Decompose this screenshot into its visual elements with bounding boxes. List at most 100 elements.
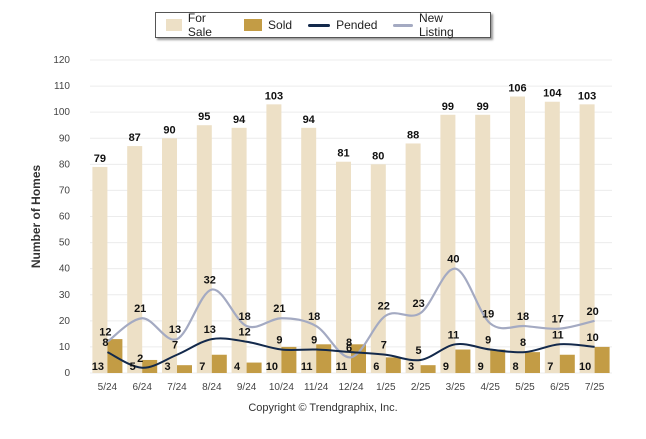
y-tick-label: 20 [59,316,71,327]
new-listing-label: 6 [346,342,352,354]
sold-label: 10 [266,361,278,373]
for-sale-bar [92,166,108,373]
for-sale-bar [266,104,282,373]
new-listing-label: 23 [412,298,424,310]
legend-item-pended: Pended [308,18,377,32]
y-tick-label: 100 [53,107,70,118]
for-sale-label: 94 [233,114,246,126]
x-tick-label: 7/24 [167,382,187,393]
y-tick-label: 0 [64,368,70,379]
legend-item-for-sale: For Sale [166,11,228,39]
new-listing-label: 18 [308,311,320,323]
sold-label: 6 [373,361,379,373]
for-sale-bar [127,146,143,373]
for-sale-label: 87 [129,132,141,144]
for-sale-label: 88 [407,129,419,141]
sold-bar [177,365,192,373]
for-sale-bar [405,143,421,373]
x-tick-label: 11/24 [304,382,329,393]
x-tick-label: 6/24 [132,382,152,393]
for-sale-bar [162,138,177,373]
sold-bar [559,354,575,373]
legend-item-new-listing: New Listing [393,11,474,39]
pended-label: 7 [172,340,178,352]
sold-label: 7 [199,361,205,373]
x-tick-label: 8/24 [202,382,222,393]
pended-label: 12 [238,327,250,339]
new-listing-label: 22 [378,301,390,313]
sold-label: 5 [130,361,136,373]
legend: For Sale Sold Pended New Listing [155,11,491,39]
sold-bar [281,346,297,373]
sold-bar [490,349,506,373]
for-sale-bar [336,161,351,373]
for-sale-label: 106 [508,83,526,95]
for-sale-bar [440,114,456,374]
for-sale-label: 94 [303,114,316,126]
y-tick-label: 30 [59,290,71,301]
y-tick-label: 60 [59,212,71,223]
new-listing-label: 19 [482,308,494,320]
y-tick-label: 70 [59,185,71,196]
for-sale-label: 80 [372,150,384,162]
x-tick-label: 7/25 [585,382,605,393]
sold-label: 7 [547,361,553,373]
copyright-text: Copyright © Trendgraphix, Inc. [248,402,398,414]
for-sale-bar [475,114,491,374]
pended-label: 8 [346,337,352,349]
new-listing-label: 18 [238,311,250,323]
sold-label: 9 [478,361,484,373]
sold-bar [594,346,610,373]
legend-swatch [244,19,263,31]
y-axis-title: Number of Homes [29,165,43,269]
for-sale-bar [231,127,247,373]
sold-label: 3 [408,361,414,373]
for-sale-label: 95 [198,111,210,123]
y-tick-label: 40 [59,264,71,275]
pended-label: 8 [520,337,526,349]
legend-label: New Listing [418,11,454,39]
for-sale-label: 99 [477,101,489,113]
new-listing-label: 12 [99,327,111,339]
pended-label: 9 [485,335,491,347]
new-listing-label: 17 [552,314,564,326]
sold-bar [211,354,227,373]
pended-line [106,337,595,369]
pended-label: 11 [552,329,564,341]
new-listing-label: 21 [134,303,146,315]
x-tick-label: 5/24 [98,382,118,393]
pended-label: 5 [416,345,422,357]
x-tick-label: 9/24 [237,382,257,393]
new-listing-label: 18 [517,311,529,323]
sold-label: 9 [443,361,449,373]
y-tick-label: 50 [59,238,71,249]
for-sale-label: 81 [337,148,349,160]
sold-bar [351,344,366,373]
new-listing-label: 20 [586,306,598,318]
for-sale-label: 79 [94,153,106,165]
for-sale-bar [510,96,525,374]
for-sale-label: 90 [163,124,175,136]
sold-label: 8 [512,361,518,373]
for-sale-label: 103 [265,90,283,102]
sold-label: 13 [92,361,104,373]
pended-label: 11 [448,329,460,341]
x-tick-label: 6/25 [550,382,570,393]
for-sale-label: 99 [442,101,454,113]
pended-label: 2 [137,353,143,365]
for-sale-bar [196,125,212,373]
y-tick-label: 90 [59,133,71,144]
pended-label: 10 [586,332,598,344]
for-sale-bar [370,164,386,373]
legend-label: Pended [336,18,378,32]
sold-label: 11 [336,361,348,373]
new-listing-label: 21 [273,303,285,315]
x-tick-label: 5/25 [515,382,535,393]
x-tick-label: 10/24 [269,382,294,393]
pended-label: 7 [381,340,387,352]
y-tick-label: 80 [59,159,71,170]
x-tick-label: 3/25 [446,382,466,393]
sold-label: 11 [301,361,313,373]
for-sale-bar [544,101,560,373]
